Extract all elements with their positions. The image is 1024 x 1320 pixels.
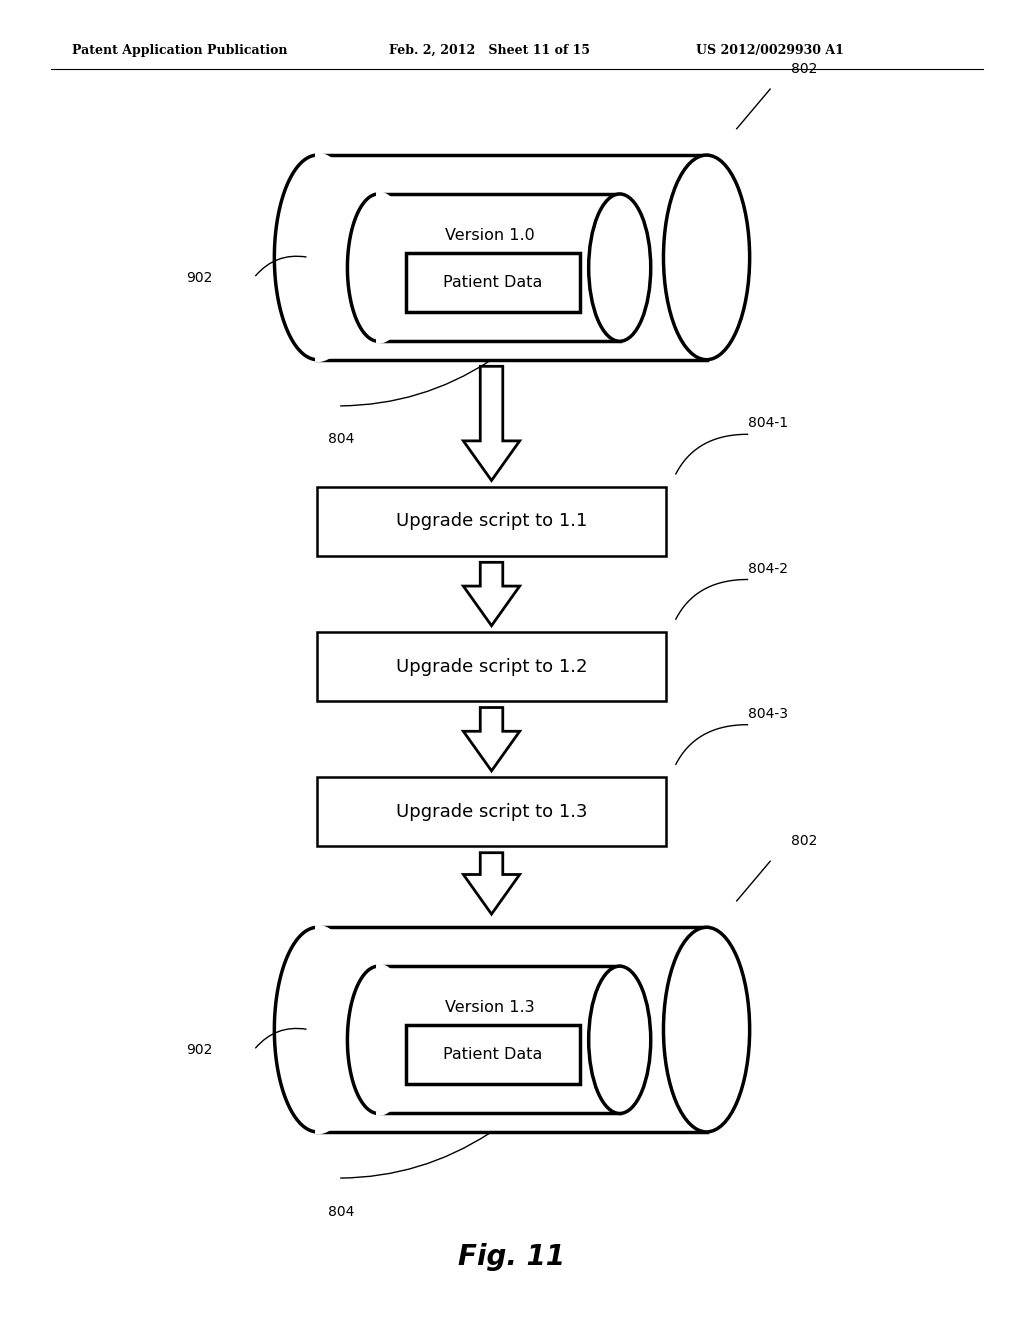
Bar: [317, 777, 666, 846]
Text: Fig. 11: Fig. 11: [459, 1242, 565, 1271]
Bar: [317, 487, 666, 556]
Text: 902: 902: [186, 1043, 213, 1057]
Text: 804: 804: [328, 1204, 354, 1218]
Ellipse shape: [589, 194, 650, 342]
Text: Patent Application Publication: Patent Application Publication: [72, 44, 287, 57]
Bar: [317, 632, 666, 701]
Text: Upgrade script to 1.1: Upgrade script to 1.1: [396, 512, 587, 531]
Text: 802: 802: [791, 834, 817, 849]
Text: Patient Data: Patient Data: [443, 1047, 543, 1063]
Bar: [317, 927, 707, 1131]
Ellipse shape: [274, 154, 360, 359]
Text: Version 1.3: Version 1.3: [440, 207, 541, 226]
Text: Version 1.0: Version 1.0: [444, 228, 535, 243]
Polygon shape: [463, 853, 519, 913]
Ellipse shape: [274, 927, 360, 1133]
Text: Version 1.3: Version 1.3: [445, 1001, 535, 1015]
Ellipse shape: [347, 194, 410, 342]
Ellipse shape: [589, 966, 650, 1114]
Polygon shape: [463, 562, 519, 626]
Ellipse shape: [347, 966, 410, 1114]
Ellipse shape: [664, 927, 750, 1133]
Text: Upgrade script to 1.3: Upgrade script to 1.3: [395, 803, 588, 821]
Polygon shape: [463, 366, 519, 480]
Bar: [379, 194, 620, 342]
Bar: [406, 253, 580, 312]
Polygon shape: [463, 708, 519, 771]
Text: 902: 902: [186, 271, 213, 285]
Text: 804-3: 804-3: [748, 706, 787, 721]
Text: US 2012/0029930 A1: US 2012/0029930 A1: [696, 44, 844, 57]
Bar: [379, 966, 620, 1114]
Bar: [406, 1026, 580, 1084]
Text: Version 1.3: Version 1.3: [440, 979, 541, 998]
Text: 804-1: 804-1: [748, 416, 787, 430]
Ellipse shape: [664, 154, 750, 359]
Text: 802: 802: [791, 62, 817, 75]
Bar: [317, 154, 707, 359]
Text: Feb. 2, 2012   Sheet 11 of 15: Feb. 2, 2012 Sheet 11 of 15: [389, 44, 590, 57]
Text: Patient Data: Patient Data: [443, 275, 543, 290]
Text: 804-2: 804-2: [748, 561, 787, 576]
Text: 804: 804: [328, 433, 354, 446]
Text: Upgrade script to 1.2: Upgrade script to 1.2: [395, 657, 588, 676]
